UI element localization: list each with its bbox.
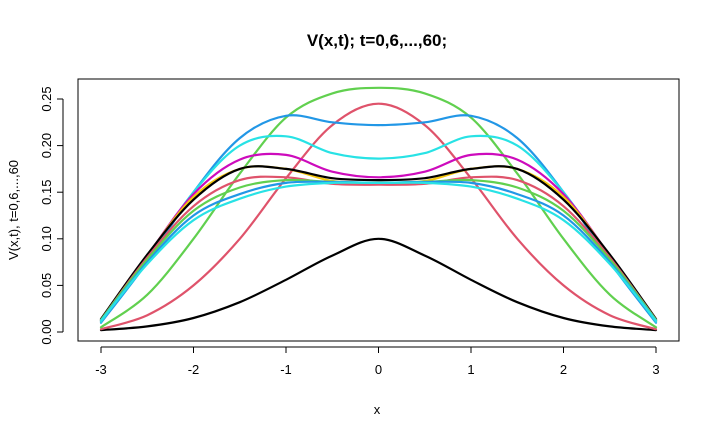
x-tick-label: 0 [375, 362, 382, 377]
y-tick-label: 0.05 [39, 273, 54, 298]
series-line-2 [99, 102, 658, 331]
series-line-9 [99, 175, 658, 321]
series-line-8 [99, 165, 658, 321]
plot-frame [77, 78, 680, 342]
y-axis: 0.00 0.05 0.10 0.15 0.20 0.25 [39, 86, 64, 345]
x-axis: -3 -2 -1 0 1 2 3 [95, 346, 660, 377]
y-tick-label: 0.10 [39, 226, 54, 251]
series-layer [99, 86, 658, 332]
x-tick-label: 2 [560, 362, 567, 377]
y-tick-label: 0.20 [39, 133, 54, 158]
chart-title: V(x,t); t=0,6,...,60; [307, 31, 447, 50]
series-line-3 [99, 86, 658, 329]
y-tick-label: 0.00 [39, 319, 54, 344]
x-tick-label: 1 [467, 362, 474, 377]
y-axis-label: V(x,t), t=0,6,...,60 [6, 160, 21, 260]
x-tick-label: 3 [652, 362, 659, 377]
series-line-1 [99, 237, 658, 332]
x-axis-label: x [374, 402, 381, 417]
series-line-7 [99, 165, 658, 322]
series-line-6 [99, 152, 658, 322]
x-tick-label: -2 [188, 362, 200, 377]
series-line-5 [99, 134, 658, 323]
x-tick-label: -1 [280, 362, 292, 377]
y-tick-label: 0.25 [39, 86, 54, 111]
y-tick-label: 0.15 [39, 180, 54, 205]
x-tick-label: -3 [95, 362, 107, 377]
series-line-12 [99, 181, 658, 322]
